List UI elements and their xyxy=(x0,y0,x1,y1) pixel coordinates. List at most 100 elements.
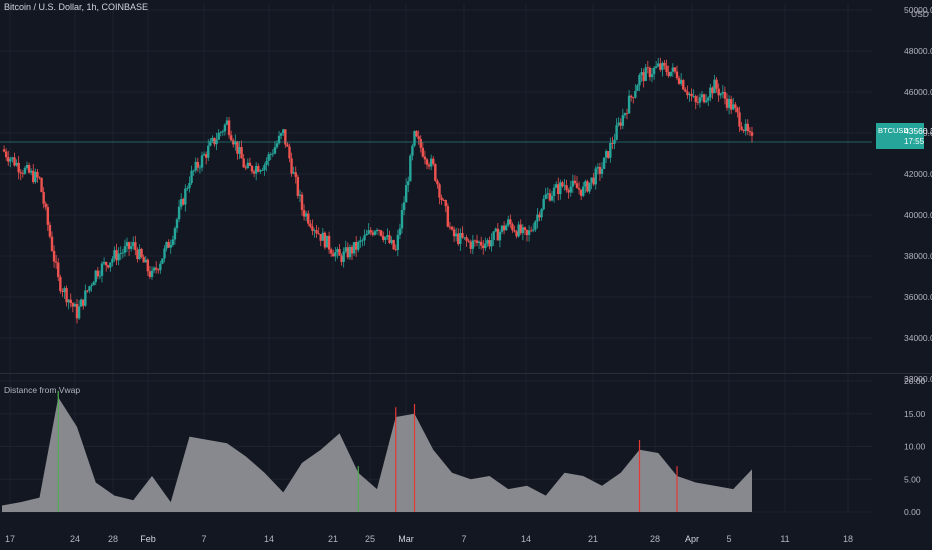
grid-lines xyxy=(0,4,872,513)
candle-body xyxy=(186,188,189,189)
candle-body xyxy=(500,225,504,232)
candle-body xyxy=(63,288,66,292)
candle-body xyxy=(259,170,262,172)
candle-body xyxy=(473,240,477,242)
candle-body xyxy=(52,250,56,262)
candle-body xyxy=(532,229,535,231)
candle-body xyxy=(602,157,606,169)
candle-body xyxy=(717,88,720,96)
candle-body xyxy=(98,275,102,277)
candle-body xyxy=(244,167,247,169)
indicator-axis[interactable]: 20.00 15.00 10.00 5.00 0.00 xyxy=(904,376,926,517)
candle-body xyxy=(702,94,706,103)
candle-body xyxy=(325,235,329,248)
candle-body xyxy=(744,123,747,132)
indicator-tick-label: 15.00 xyxy=(904,409,926,419)
candle-body xyxy=(200,155,204,168)
time-tick-label: 28 xyxy=(108,534,118,544)
candle-body xyxy=(134,242,137,250)
candle-body xyxy=(13,157,16,166)
candle-body xyxy=(415,131,418,137)
candle-body xyxy=(629,95,633,98)
candle-body xyxy=(175,219,179,229)
price-tick-label: 34000.00 xyxy=(904,333,932,343)
candle-body xyxy=(9,158,12,162)
candle-body xyxy=(686,91,689,96)
candle-body xyxy=(27,164,31,173)
candle-body xyxy=(632,97,635,99)
vwap-distance-histogram xyxy=(2,390,752,512)
candle-body xyxy=(400,210,404,229)
candle-body xyxy=(240,147,243,159)
indicator-tick-label: 0.00 xyxy=(904,507,921,517)
candle-body xyxy=(692,96,695,97)
candle-body xyxy=(700,94,704,98)
candle-body xyxy=(538,214,541,218)
candle-body xyxy=(386,235,389,237)
candle-body xyxy=(442,199,445,201)
candle-body xyxy=(394,249,397,250)
candle-body xyxy=(96,270,100,277)
candle-body xyxy=(596,167,600,169)
time-tick-label: 7 xyxy=(201,534,206,544)
time-tick-label: 5 xyxy=(726,534,731,544)
candle-body xyxy=(92,282,95,286)
candle-body xyxy=(590,177,593,183)
candle-body xyxy=(194,161,197,171)
candle-body xyxy=(279,133,283,136)
price-axis[interactable]: 50000.0048000.0046000.0044000.0042000.00… xyxy=(904,5,932,384)
time-tick-label: 21 xyxy=(588,534,598,544)
candle-body xyxy=(600,168,604,174)
candle-body xyxy=(21,173,25,175)
time-axis[interactable]: 17 24 28 Feb 7 14 21 25 Mar 7 14 21 28 Apr 5 11 18 xyxy=(5,534,853,544)
currency-label: USD xyxy=(911,9,929,19)
candle-body xyxy=(740,126,743,130)
candle-body xyxy=(50,236,54,251)
candle-body xyxy=(490,240,493,247)
candle-body xyxy=(329,249,333,254)
candle-body xyxy=(15,162,18,166)
candle-body xyxy=(567,190,570,193)
candle-body xyxy=(688,93,691,96)
candle-body xyxy=(709,87,712,98)
candle-body xyxy=(246,162,250,169)
candle-body xyxy=(69,299,72,304)
candle-body xyxy=(459,232,462,245)
candle-body xyxy=(492,231,495,241)
candle-body xyxy=(288,146,291,159)
candle-body xyxy=(348,246,352,258)
candle-body xyxy=(298,194,302,196)
candle-body xyxy=(334,252,337,257)
candle-body xyxy=(579,189,583,196)
candle-body xyxy=(42,192,45,204)
indicator-title: Distance from Vwap xyxy=(4,385,81,395)
price-tick-label: 32000.00 xyxy=(904,374,932,384)
candle-body xyxy=(82,299,85,306)
candle-body xyxy=(669,71,672,77)
candle-body xyxy=(79,299,83,307)
candle-body xyxy=(113,250,116,259)
time-tick-label: 17 xyxy=(5,534,15,544)
candle-body xyxy=(452,229,456,237)
candle-body xyxy=(467,240,470,242)
candle-body xyxy=(517,224,520,237)
candle-body xyxy=(529,230,533,232)
candle-body xyxy=(121,252,125,254)
candle-body xyxy=(598,167,602,174)
candle-body xyxy=(392,240,395,250)
candle-body xyxy=(236,141,239,154)
candle-body xyxy=(471,240,475,249)
candle-body xyxy=(44,203,47,208)
price-tick-label: 36000.00 xyxy=(904,292,932,302)
candle-body xyxy=(575,183,579,189)
candle-body xyxy=(54,261,58,263)
candle-body xyxy=(690,93,693,97)
candle-body xyxy=(457,233,460,245)
candle-body xyxy=(111,258,114,263)
candle-body xyxy=(477,241,481,243)
candle-body xyxy=(725,98,729,108)
price-tick-label: 50000.00 xyxy=(904,5,932,15)
candle-body xyxy=(463,237,466,239)
candle-body xyxy=(161,258,164,264)
